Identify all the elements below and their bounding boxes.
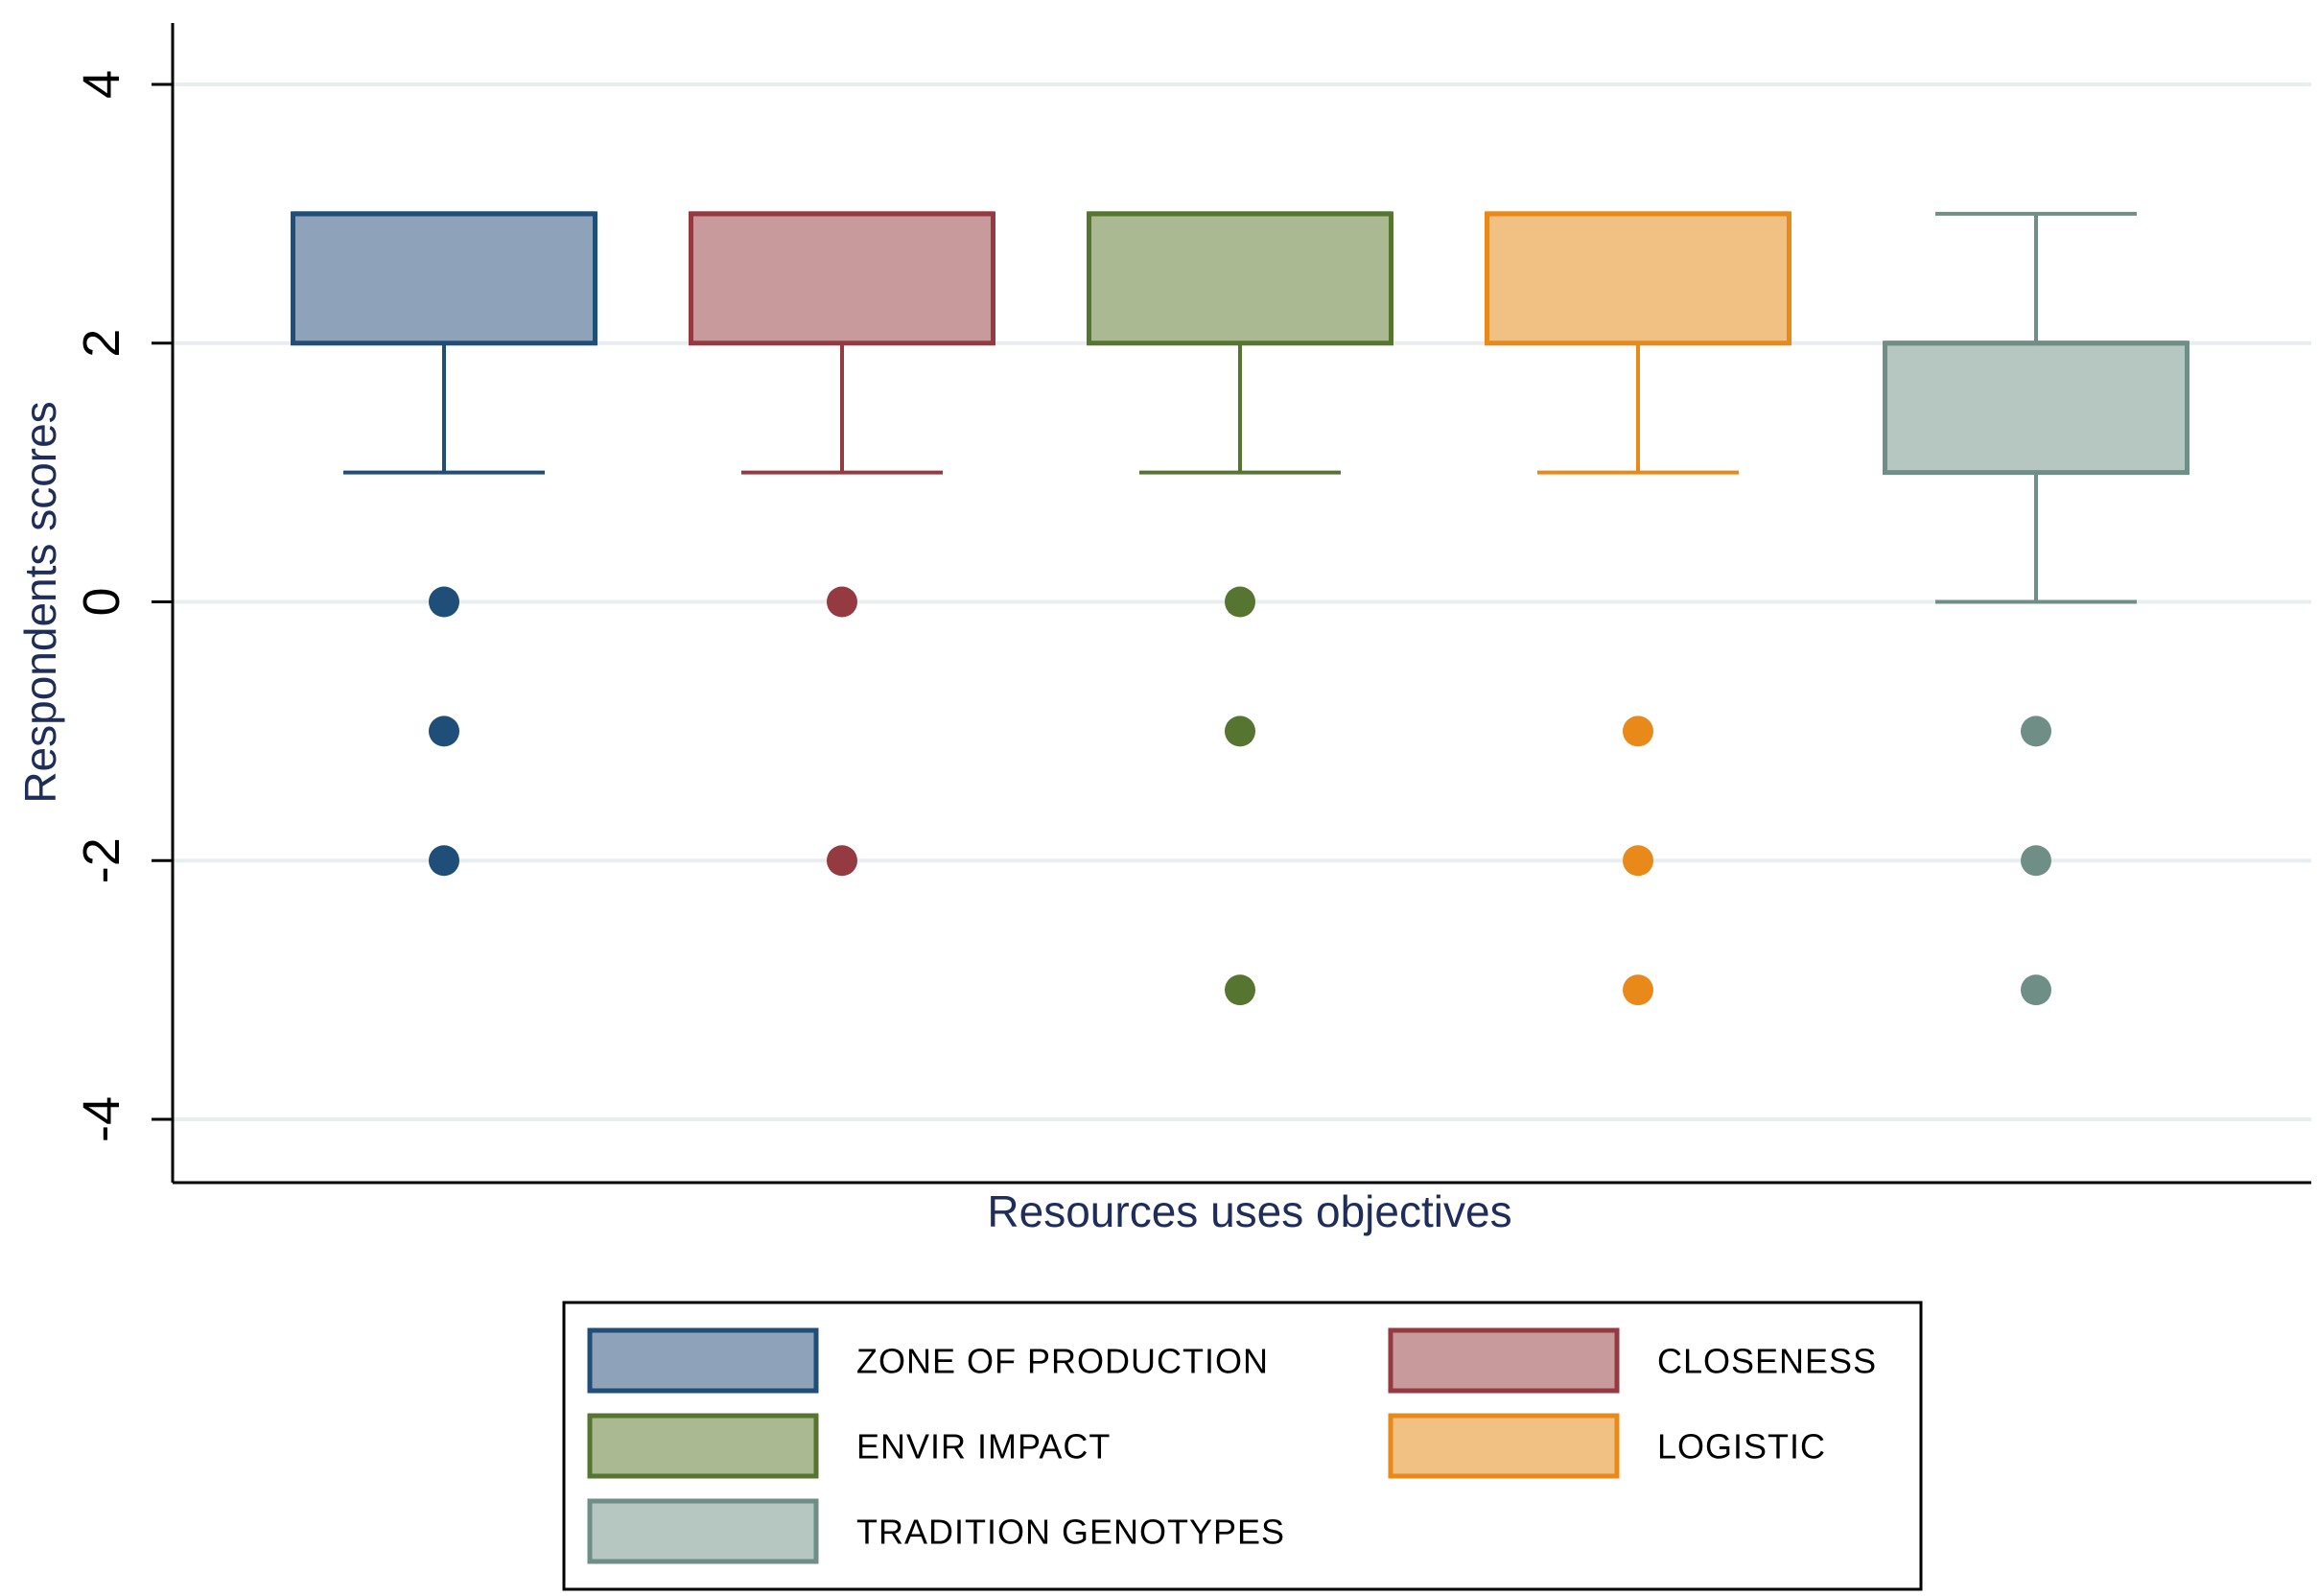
- legend-label: TRADITION GENOTYPES: [856, 1513, 1285, 1552]
- outlier-point: [429, 586, 459, 618]
- outlier-point: [2021, 716, 2051, 747]
- legend-label: ENVIR IMPACT: [856, 1427, 1111, 1467]
- legend-label: LOGISTIC: [1657, 1427, 1826, 1467]
- box-tradition-genotypes: [1883, 211, 2189, 604]
- y-tick-label: 4: [73, 70, 130, 99]
- outlier-point: [827, 586, 857, 618]
- outlier-point: [1623, 716, 1653, 747]
- y-axis-title: Respondents scores: [15, 401, 65, 803]
- box-iqr: [689, 211, 995, 346]
- outlier-point: [429, 845, 459, 877]
- outlier-point: [827, 845, 857, 877]
- outlier-point: [2021, 845, 2051, 877]
- box-logistic: [1485, 211, 1791, 475]
- y-tick-label: 2: [73, 329, 130, 358]
- y-tick-label: -4: [73, 1096, 130, 1142]
- legend-swatch: [587, 1498, 819, 1564]
- outlier-point: [1623, 974, 1653, 1006]
- box-envir-impact: [1087, 211, 1393, 475]
- box-iqr: [1883, 340, 2189, 476]
- box-closeness: [689, 211, 995, 475]
- legend-swatch: [1388, 1327, 1620, 1394]
- legend-swatch: [587, 1327, 819, 1394]
- y-tick-label: 0: [73, 587, 130, 616]
- box-zone-of-production: [291, 211, 597, 475]
- outlier-point: [2021, 974, 2051, 1006]
- legend: ZONE OF PRODUCTION CLOSENESS ENVIR IMPACT L…: [562, 1301, 1923, 1591]
- outlier-point: [429, 716, 459, 747]
- outliers: [429, 586, 2051, 1006]
- outlier-point: [1225, 974, 1255, 1006]
- y-tick-label: -2: [73, 837, 130, 883]
- box-iqr: [1485, 211, 1791, 346]
- box-iqr: [1087, 211, 1393, 346]
- legend-swatch: [1388, 1413, 1620, 1479]
- legend-label: CLOSENESS: [1657, 1342, 1877, 1381]
- outlier-point: [1225, 586, 1255, 618]
- boxes: [291, 211, 2189, 604]
- legend-label: ZONE OF PRODUCTION: [856, 1342, 1269, 1381]
- x-axis-title: Resources uses objectives: [987, 1186, 1511, 1236]
- box-iqr: [291, 211, 597, 346]
- y-ticks: 4 2 0 -2 -4: [73, 70, 173, 1142]
- legend-swatch: [587, 1413, 819, 1479]
- outlier-point: [1225, 716, 1255, 747]
- outlier-point: [1623, 845, 1653, 877]
